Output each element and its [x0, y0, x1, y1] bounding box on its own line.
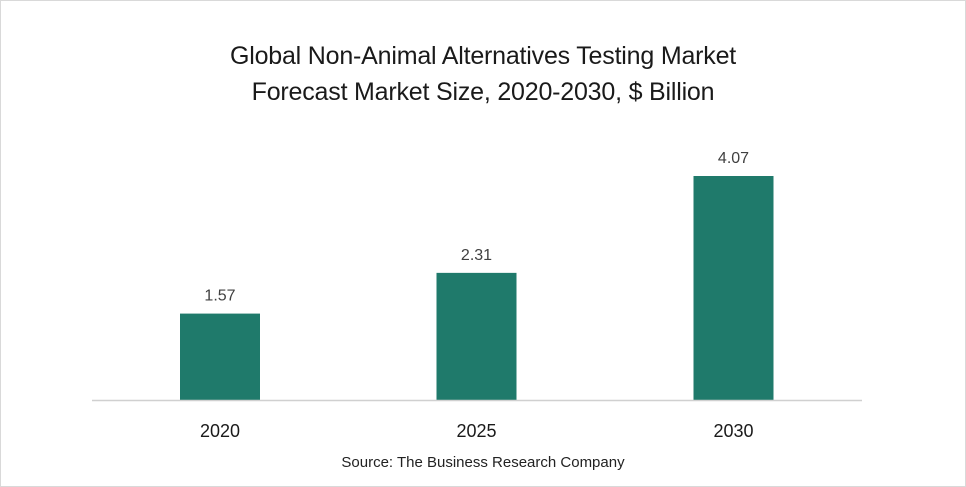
bars-group [180, 176, 774, 400]
bar-2025 [436, 272, 517, 400]
x-tick-label-2025: 2025 [456, 421, 496, 441]
source-note: Source: The Business Research Company [341, 454, 625, 471]
x-tick-label-2030: 2030 [713, 421, 753, 441]
data-label-2020: 1.57 [204, 288, 235, 305]
x-tick-label-2020: 2020 [200, 421, 240, 441]
bar-2020 [180, 313, 260, 400]
chart-subtitle: Forecast Market Size, 2020-2030, $ Billi… [251, 78, 715, 106]
chart-title: Global Non-Animal Alternatives Testing M… [229, 42, 737, 70]
data-label-2025: 2.31 [461, 247, 492, 264]
data-label-2030: 4.07 [718, 150, 749, 167]
labels-group: 1.57 2020 2.31 2025 4.07 2030 [200, 150, 754, 441]
bar-2030 [693, 176, 774, 400]
